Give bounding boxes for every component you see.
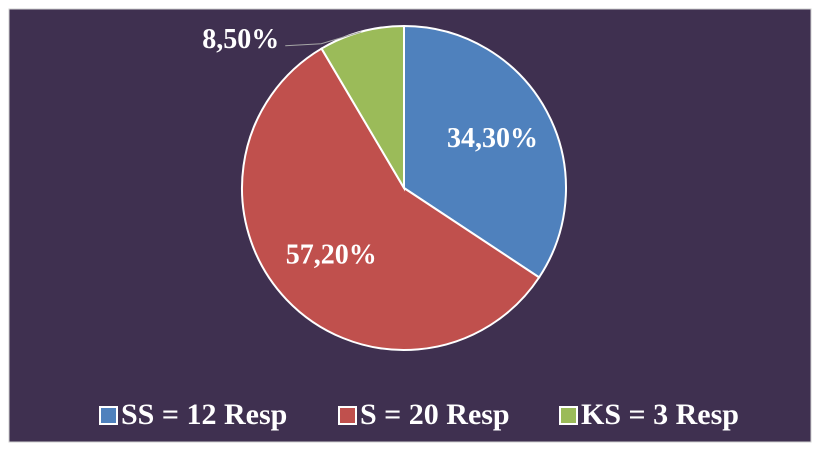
- leader-line: [285, 31, 362, 47]
- legend-swatch: [99, 406, 118, 425]
- legend-label: SS = 12 Resp: [121, 398, 287, 431]
- pie-slice: [241, 47, 541, 351]
- legend-label: S = 20 Resp: [360, 398, 510, 431]
- data-label: 34,30%: [447, 123, 538, 154]
- data-label: 8,50%: [202, 24, 279, 55]
- legend-swatch: [338, 406, 357, 425]
- legend-label: KS = 3 Resp: [581, 398, 739, 431]
- data-label: 57,20%: [286, 240, 377, 271]
- legend-swatch: [559, 406, 578, 425]
